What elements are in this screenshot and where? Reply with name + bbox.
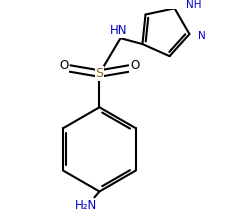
- Text: HN: HN: [110, 24, 127, 37]
- Text: O: O: [60, 59, 69, 72]
- Text: H₂N: H₂N: [75, 199, 97, 212]
- Text: NH: NH: [186, 0, 201, 10]
- Text: S: S: [95, 67, 103, 80]
- Text: N: N: [198, 31, 206, 41]
- Text: O: O: [130, 59, 140, 72]
